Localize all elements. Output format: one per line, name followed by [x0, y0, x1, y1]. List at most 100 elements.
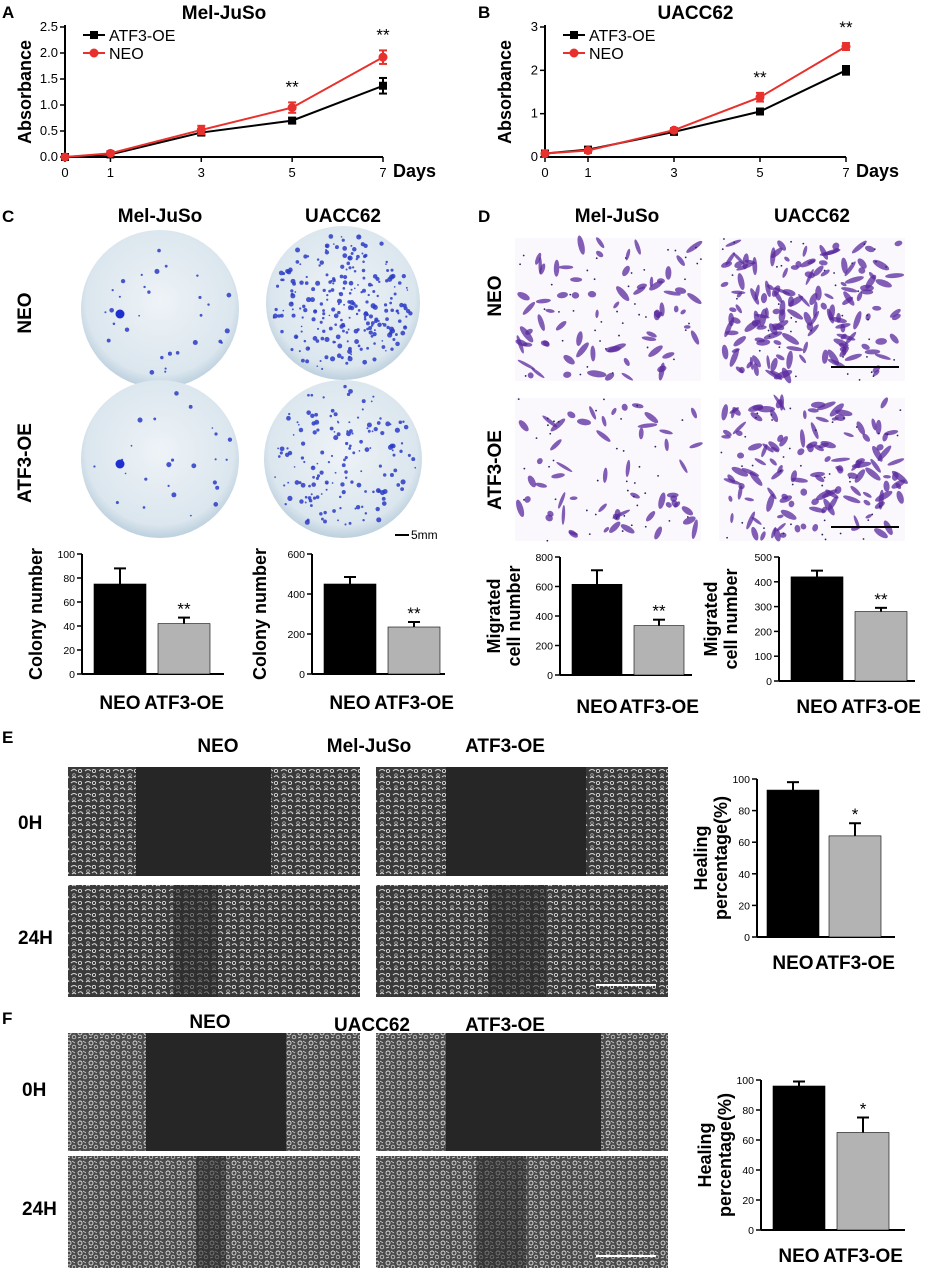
membrane-pore — [848, 476, 851, 479]
colony-spot — [396, 309, 399, 312]
membrane-pore — [546, 424, 549, 427]
membrane-pore — [885, 266, 887, 268]
colony-spot — [199, 313, 203, 317]
migrated-cell — [851, 240, 867, 254]
migrated-cell — [850, 485, 861, 496]
colony-spot — [347, 328, 350, 331]
data-point-neo — [105, 148, 115, 158]
colony-spot — [384, 308, 389, 313]
colony-spot — [364, 490, 367, 493]
colony-spot — [160, 355, 164, 360]
colony-spot — [167, 351, 172, 356]
colony-spot — [352, 451, 356, 455]
chart-title: UACC62 — [657, 3, 733, 24]
colony-spot — [227, 437, 233, 442]
y-tick-label: 400 — [535, 611, 553, 623]
colony-spot — [349, 299, 355, 305]
membrane-pore — [866, 356, 868, 358]
y-axis-label: Colony number — [250, 548, 270, 680]
colony-spot — [332, 509, 336, 513]
colony-spot — [290, 347, 294, 352]
migrated-cell — [778, 309, 786, 323]
colony-spot — [364, 512, 368, 515]
colony-spot — [346, 261, 351, 266]
membrane-pore — [638, 313, 641, 316]
migrated-cell — [612, 513, 620, 521]
y-axis-label: Colony number — [26, 548, 46, 680]
colony-spot — [340, 264, 345, 269]
y-tick-label: 0 — [299, 669, 305, 681]
scratch-gap — [446, 1033, 601, 1151]
migrated-cell — [611, 407, 617, 416]
colony-spot — [363, 311, 368, 316]
migrated-cell — [545, 514, 553, 522]
colony-spot — [111, 289, 114, 292]
colony-spot — [316, 462, 319, 465]
membrane-pore — [720, 451, 723, 454]
migrated-cell — [773, 340, 782, 346]
colony-spot — [281, 278, 285, 282]
migrated-cell — [841, 257, 848, 274]
y-tick-label: 0.5 — [40, 123, 58, 138]
migrated-cell — [766, 355, 771, 370]
colony-spot — [322, 288, 326, 293]
migrated-cell — [535, 482, 548, 488]
migrated-cell — [810, 401, 826, 409]
membrane-pore — [594, 513, 597, 516]
colony-spot — [329, 426, 334, 431]
y-tick-label: 300 — [754, 602, 772, 614]
colony-spot — [357, 344, 361, 348]
membrane-pore — [778, 346, 781, 349]
colony-spot — [404, 325, 407, 329]
chart-a-growth-meljuso: 0.0 0.5 1.0 1.5 2.0 2.5 0 1 3 5 7 Days Absorbance Mel… — [15, 3, 436, 181]
y-tick-label: 600 — [535, 582, 553, 594]
colony-spot — [368, 326, 373, 330]
colony-spot — [305, 359, 310, 364]
colony-spot — [405, 286, 408, 289]
membrane-pore — [546, 539, 549, 542]
colony-spot — [348, 521, 352, 525]
colony-spot — [400, 442, 404, 445]
colony-spot — [341, 490, 346, 495]
migrated-cell — [690, 407, 698, 419]
colony-spot — [332, 282, 335, 285]
colony-spot — [299, 307, 302, 310]
migrated-cell — [874, 528, 888, 539]
membrane-pore — [553, 420, 555, 423]
row-label-atf3-d: ATF3-OE — [485, 430, 506, 510]
colony-spot — [275, 284, 280, 288]
colony-spot — [198, 295, 202, 300]
colony-spot — [305, 275, 308, 279]
migrated-cell — [864, 349, 881, 355]
migrated-cell — [561, 504, 566, 525]
colony-spot — [343, 303, 346, 306]
membrane-pore — [858, 379, 861, 381]
membrane-pore — [594, 329, 597, 332]
migrated-cell — [894, 240, 903, 247]
migrated-cell — [807, 324, 819, 337]
y-tick-label: 800 — [535, 552, 553, 564]
data-point-neo — [287, 103, 297, 113]
membrane-pore — [588, 533, 591, 536]
y-tick-label: 1.0 — [40, 97, 58, 112]
scratch-gap — [488, 885, 546, 997]
colony-spot — [389, 296, 393, 300]
bar-atf3-oe — [157, 623, 211, 675]
chart-f-healing-uacc62: 0 20 40 60 80 100 NEO ATF3-OE * Healing percentage… — [695, 1075, 905, 1267]
migrated-cell — [518, 420, 529, 432]
migrated-cell — [587, 291, 597, 298]
y-tick-label: 80 — [742, 1105, 754, 1117]
membrane-pore — [535, 437, 538, 440]
migrated-cell — [828, 304, 836, 321]
colony-spot — [350, 353, 353, 356]
membrane-pore — [863, 243, 866, 246]
y-tick-label: 60 — [742, 1135, 754, 1147]
migrated-cell — [722, 429, 732, 437]
colony-spot — [358, 235, 361, 238]
colony-spot — [325, 488, 328, 491]
migrated-cell — [823, 498, 835, 516]
bar-atf3-oe — [854, 611, 908, 682]
membrane-pore — [823, 519, 826, 522]
y-tick-label: 2.5 — [40, 19, 58, 34]
colony-spot — [324, 336, 330, 343]
